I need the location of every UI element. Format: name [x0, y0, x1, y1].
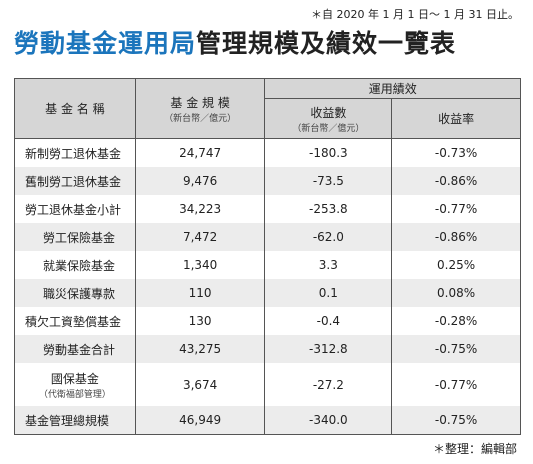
rate-cell: -0.75% [391, 335, 521, 363]
size-cell: 110 [134, 279, 266, 307]
name-cell: 職災保護專款 [14, 279, 136, 307]
table-row: 勞工退休基金小計 34,223 -253.8 -0.77% [14, 195, 521, 223]
title: 勞動基金運用局管理規模及績效一覽表 [14, 24, 456, 60]
table-row: 國保基金 （代衛福部管理） 3,674 -27.2 -0.77% [14, 363, 521, 406]
name-cell: 新制勞工退休基金 [14, 138, 136, 167]
income-cell: -62.0 [264, 223, 393, 251]
rate-cell: -0.86% [391, 167, 521, 195]
header-cell: 基 金 名 稱 [14, 78, 136, 139]
rate-cell: -0.75% [391, 406, 521, 435]
rate-cell: -0.86% [391, 223, 521, 251]
rate-cell: 0.25% [391, 251, 521, 279]
header-text: 運用績效 [368, 82, 417, 96]
name-cell: 就業保險基金 [14, 251, 136, 279]
header-text: 收益率 [438, 112, 475, 126]
name-cell: 舊制勞工退休基金 [14, 167, 136, 195]
header-cell: 基 金 規 模 （新台幣／億元） [134, 78, 266, 139]
table-row: 積欠工資墊償基金 130 -0.4 -0.28% [14, 307, 521, 335]
name-cell: 基金管理總規模 [14, 406, 136, 435]
fund-name: 職災保護專款 [43, 286, 116, 301]
income-cell: 3.3 [264, 251, 393, 279]
fund-name: 積欠工資墊償基金 [25, 314, 122, 329]
title-blue: 勞動基金運用局 [14, 29, 197, 58]
fund-name: 基金管理總規模 [25, 413, 110, 428]
name-cell: 勞動基金合計 [14, 335, 136, 363]
table-body: 新制勞工退休基金 24,747 -180.3 -0.73% 舊制勞工退休基金 9,476-… [14, 138, 521, 435]
header-cell: 運用績效 [264, 78, 521, 99]
size-cell: 34,223 [134, 195, 266, 223]
size-cell: 46,949 [134, 406, 266, 435]
date-note: ＊自 2020 年 1 月 1 日～ 1 月 31 日止。 [311, 8, 519, 21]
name-cell: 勞工退休基金小計 [14, 195, 136, 223]
table-row: 職災保護專款 110 0.1 0.08% [14, 279, 521, 307]
income-cell: -253.8 [264, 195, 393, 223]
rate-cell: 0.08% [391, 279, 521, 307]
income-cell: -73.5 [264, 167, 393, 195]
name-cell: 勞工保險基金 [14, 223, 136, 251]
fund-note: （代衛福部管理） [38, 389, 111, 400]
income-cell: -180.3 [264, 138, 393, 167]
footer-note: ＊整理：編輯部 [432, 442, 517, 456]
income-cell: 0.1 [264, 279, 393, 307]
size-cell: 24,747 [134, 138, 266, 167]
table-header: 基 金 名 稱 基 金 規 模 （新台幣／億元） 運用績效 收益數 （新台幣／億元）… [14, 78, 521, 139]
size-cell: 1,340 [134, 251, 266, 279]
fund-name: 國保基金 [50, 371, 99, 386]
name-cell: 積欠工資墊償基金 [14, 307, 136, 335]
header-unit: （新台幣／億元） [164, 113, 237, 124]
table-row: 勞動基金合計 43,275 -312.8 -0.75% [14, 335, 521, 363]
fund-name: 舊制勞工退休基金 [25, 174, 122, 189]
rate-cell: -0.73% [391, 138, 521, 167]
rate-cell: -0.77% [391, 363, 521, 406]
table-row: 新制勞工退休基金 24,747 -180.3 -0.73% [14, 138, 521, 167]
income-cell: -27.2 [264, 363, 393, 406]
size-cell: 9,476 [134, 167, 266, 195]
table-row: 就業保險基金 1,340 3.3 0.25% [14, 251, 521, 279]
size-cell: 43,275 [134, 335, 266, 363]
income-cell: -340.0 [264, 406, 393, 435]
header-unit: （新台幣／億元） [292, 123, 365, 134]
table-row: 舊制勞工退休基金 9,476 -73.5 -0.86% [14, 167, 521, 195]
fund-name: 勞動基金合計 [43, 342, 116, 357]
income-cell: -312.8 [264, 335, 393, 363]
size-cell: 130 [134, 307, 266, 335]
fund-name: 勞工退休基金小計 [25, 202, 122, 217]
fund-name: 勞工保險基金 [43, 230, 116, 245]
header-cell: 收益率 [391, 98, 521, 139]
fund-table: 基 金 名 稱 基 金 規 模 （新台幣／億元） 運用績效 收益數 （新台幣／億元）… [14, 78, 521, 435]
table-row: 基金管理總規模 46,949 -340.0 -0.75% [14, 406, 521, 435]
rate-cell: -0.28% [391, 307, 521, 335]
header-text: 基 金 規 模 [170, 95, 230, 110]
rate-cell: -0.77% [391, 195, 521, 223]
fund-name: 就業保險基金 [43, 258, 116, 273]
income-cell: -0.4 [264, 307, 393, 335]
size-cell: 3,674 [134, 363, 266, 406]
header-text: 基 金 名 稱 [45, 102, 105, 116]
table-row: 勞工保險基金 7,472 -62.0 -0.86% [14, 223, 521, 251]
title-black: 管理規模及績效一覽表 [196, 29, 457, 58]
size-cell: 7,472 [134, 223, 266, 251]
header-text: 收益數 [310, 105, 347, 120]
fund-name: 新制勞工退休基金 [25, 146, 122, 161]
header-cell: 收益數 （新台幣／億元） [264, 98, 393, 139]
name-cell: 國保基金 （代衛福部管理） [14, 363, 136, 406]
